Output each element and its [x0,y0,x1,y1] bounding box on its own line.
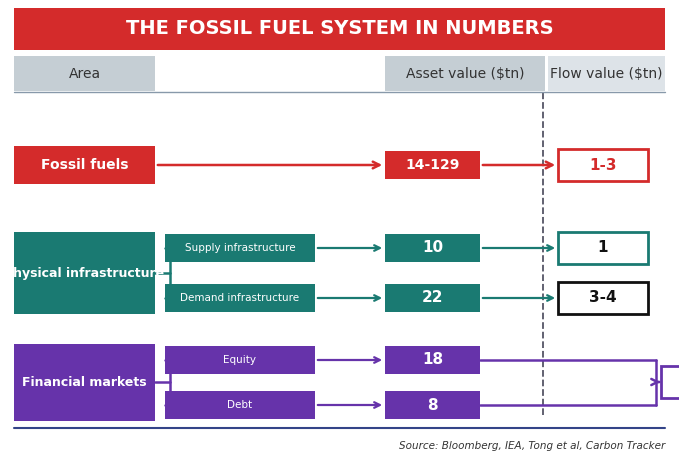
FancyBboxPatch shape [14,344,155,421]
Text: 1-3: 1-3 [589,157,617,172]
FancyBboxPatch shape [165,346,315,374]
Text: 22: 22 [422,290,443,305]
Text: Area: Area [69,66,100,81]
FancyBboxPatch shape [661,366,679,398]
Text: 8: 8 [427,398,438,413]
Text: 3-4: 3-4 [589,290,617,305]
Text: Financial markets: Financial markets [22,376,147,389]
FancyBboxPatch shape [385,234,480,262]
Text: Flow value ($tn): Flow value ($tn) [550,66,663,81]
FancyBboxPatch shape [165,284,315,312]
Text: Supply infrastructure: Supply infrastructure [185,243,295,253]
Text: 1: 1 [598,241,608,256]
FancyBboxPatch shape [558,232,648,264]
FancyBboxPatch shape [165,391,315,419]
Text: Demand infrastructure: Demand infrastructure [181,293,299,303]
Text: Fossil fuels: Fossil fuels [41,158,128,172]
Text: 10: 10 [422,241,443,256]
FancyBboxPatch shape [385,346,480,374]
FancyBboxPatch shape [548,56,665,91]
Text: Source: Bloomberg, IEA, Tong et al, Carbon Tracker: Source: Bloomberg, IEA, Tong et al, Carb… [399,441,665,451]
Text: 18: 18 [422,353,443,368]
Text: Equity: Equity [223,355,257,365]
FancyBboxPatch shape [14,56,155,91]
FancyBboxPatch shape [14,232,155,314]
Text: Asset value ($tn): Asset value ($tn) [406,66,524,81]
FancyBboxPatch shape [558,149,648,181]
FancyBboxPatch shape [165,234,315,262]
Text: 14-129: 14-129 [405,158,460,172]
FancyBboxPatch shape [14,146,155,184]
FancyBboxPatch shape [14,8,665,50]
FancyBboxPatch shape [385,56,545,91]
FancyBboxPatch shape [385,151,480,179]
FancyBboxPatch shape [385,391,480,419]
FancyBboxPatch shape [558,282,648,314]
FancyBboxPatch shape [385,284,480,312]
Text: Physical infrastructure: Physical infrastructure [5,267,164,279]
Text: Debt: Debt [227,400,253,410]
Text: THE FOSSIL FUEL SYSTEM IN NUMBERS: THE FOSSIL FUEL SYSTEM IN NUMBERS [126,20,553,39]
